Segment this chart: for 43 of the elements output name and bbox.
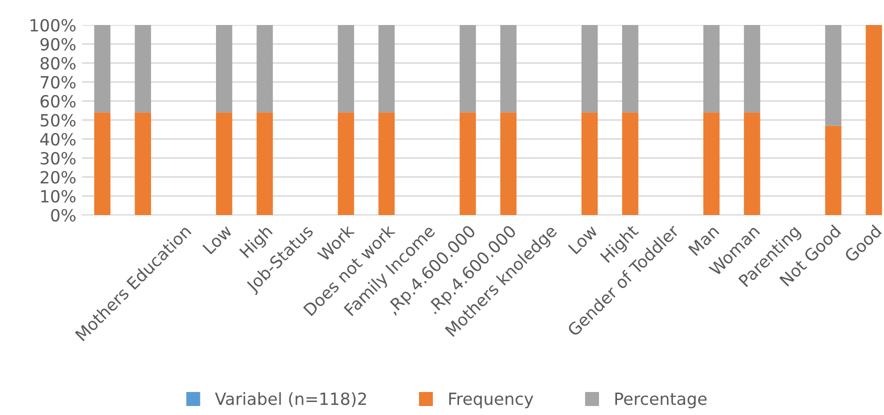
bar <box>134 25 152 112</box>
bar <box>256 112 273 215</box>
bar <box>825 126 842 215</box>
bar <box>216 112 232 215</box>
bar <box>825 25 842 126</box>
bar <box>460 25 476 112</box>
legend-label: Frequency <box>449 392 534 408</box>
bar <box>94 25 110 112</box>
y-tick-label: 0% <box>51 208 76 222</box>
y-tick-label: 50% <box>40 114 76 127</box>
bar <box>744 112 760 215</box>
bar <box>338 112 354 215</box>
bar <box>500 25 517 112</box>
bar <box>866 25 882 215</box>
bar <box>378 25 395 112</box>
y-tick-label: 30% <box>40 152 76 165</box>
x-tick-label: Low <box>202 224 233 255</box>
y-tick-label: 60% <box>40 94 76 108</box>
bar <box>378 112 395 215</box>
x-tick-label: Low <box>568 224 598 255</box>
bar <box>581 112 598 215</box>
y-tick-label: 20% <box>40 170 76 184</box>
bar <box>703 112 720 215</box>
y-tick-label: 100% <box>30 18 76 32</box>
bar <box>94 112 110 215</box>
y-tick-label: 80% <box>40 56 76 70</box>
bar <box>703 25 720 112</box>
y-tick-label: 70% <box>40 76 76 89</box>
bar <box>744 25 760 112</box>
bar <box>216 25 232 112</box>
bar <box>622 25 638 112</box>
bar <box>256 25 273 112</box>
bar <box>134 112 152 215</box>
y-tick-label: 40% <box>40 132 76 146</box>
bar <box>622 112 638 215</box>
y-tick-label: 10% <box>41 190 76 203</box>
bar <box>581 25 598 112</box>
legend-label: Percentage <box>615 392 707 408</box>
bar <box>500 112 517 215</box>
bar <box>460 112 476 215</box>
legend-label: Variabel (n=118)2 <box>215 392 366 408</box>
bar <box>338 25 354 112</box>
y-tick-label: 90% <box>40 38 76 51</box>
